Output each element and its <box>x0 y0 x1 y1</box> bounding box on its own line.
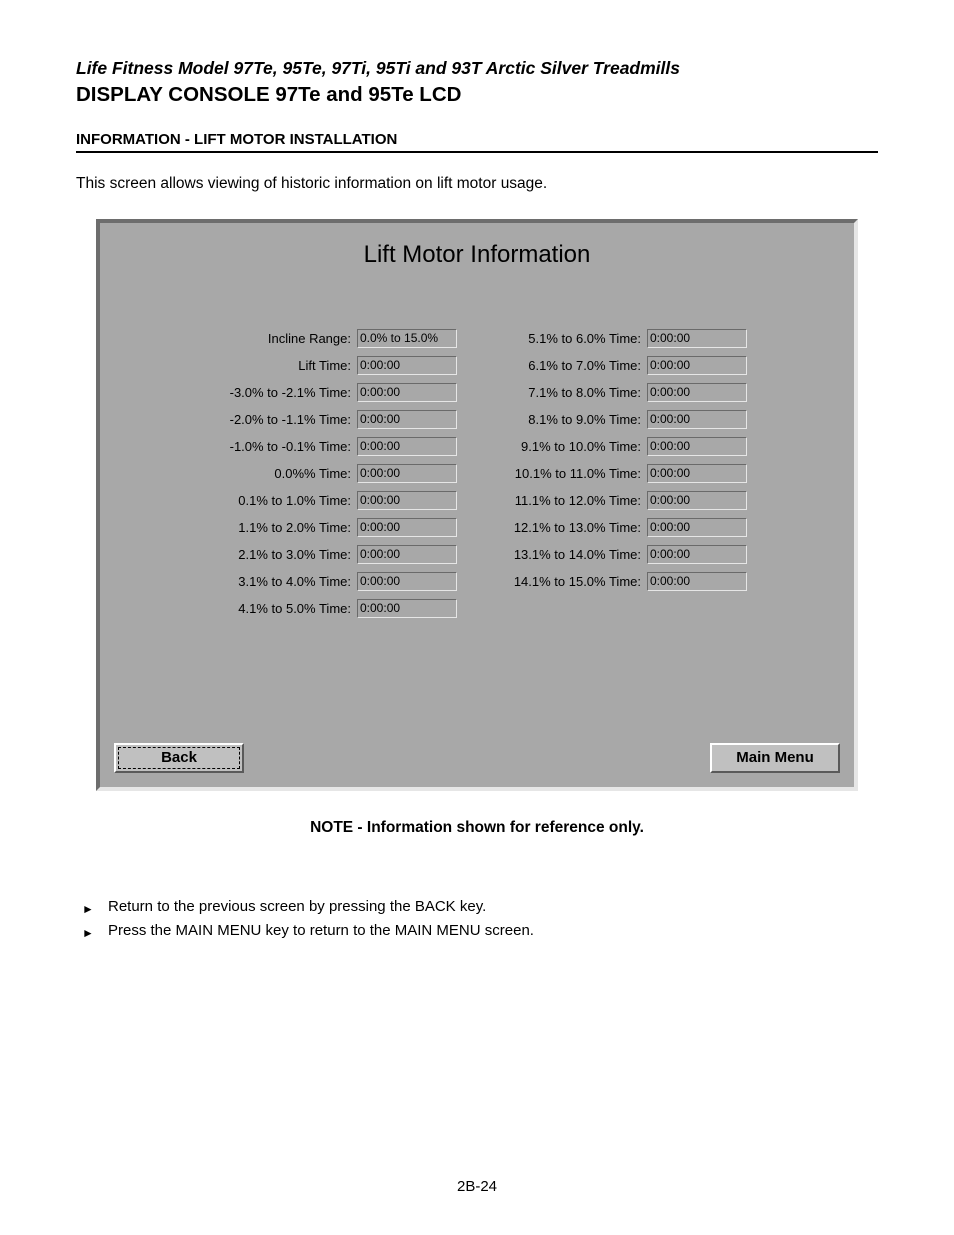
bullet-text: Return to the previous screen by pressin… <box>108 897 486 917</box>
row-label: -3.0% to -2.1% Time: <box>207 385 357 400</box>
data-row: 9.1% to 10.0% Time:0:00:00 <box>497 436 747 457</box>
data-row: 2.1% to 3.0% Time:0:00:00 <box>207 544 457 565</box>
row-value: 0:00:00 <box>647 545 747 564</box>
data-row: -3.0% to -2.1% Time:0:00:00 <box>207 382 457 403</box>
data-row: 4.1% to 5.0% Time:0:00:00 <box>207 598 457 619</box>
data-row: 5.1% to 6.0% Time:0:00:00 <box>497 328 747 349</box>
panel-title: Lift Motor Information <box>100 223 854 269</box>
data-row: Lift Time:0:00:00 <box>207 355 457 376</box>
bullet-item: ►Return to the previous screen by pressi… <box>82 897 878 919</box>
row-value: 0:00:00 <box>647 329 747 348</box>
lcd-panel: Lift Motor Information Incline Range:0.0… <box>96 219 858 791</box>
row-label: 13.1% to 14.0% Time: <box>497 547 647 562</box>
data-row: 0.0%% Time:0:00:00 <box>207 463 457 484</box>
triangle-icon: ► <box>82 921 108 943</box>
row-value: 0:00:00 <box>357 356 457 375</box>
row-value: 0:00:00 <box>357 464 457 483</box>
page-number: 2B-24 <box>0 1178 954 1195</box>
row-label: 0.0%% Time: <box>207 466 357 481</box>
right-column: 5.1% to 6.0% Time:0:00:006.1% to 7.0% Ti… <box>497 328 747 619</box>
data-row: 11.1% to 12.0% Time:0:00:00 <box>497 490 747 511</box>
row-label: 3.1% to 4.0% Time: <box>207 574 357 589</box>
row-value: 0:00:00 <box>357 572 457 591</box>
row-value: 0.0% to 15.0% <box>357 329 457 348</box>
row-label: -1.0% to -0.1% Time: <box>207 439 357 454</box>
row-value: 0:00:00 <box>357 437 457 456</box>
row-label: 14.1% to 15.0% Time: <box>497 574 647 589</box>
row-label: Lift Time: <box>207 358 357 373</box>
row-label: 2.1% to 3.0% Time: <box>207 547 357 562</box>
row-label: 11.1% to 12.0% Time: <box>497 493 647 508</box>
data-row: 1.1% to 2.0% Time:0:00:00 <box>207 517 457 538</box>
row-label: 6.1% to 7.0% Time: <box>497 358 647 373</box>
data-row: 0.1% to 1.0% Time:0:00:00 <box>207 490 457 511</box>
data-row: 10.1% to 11.0% Time:0:00:00 <box>497 463 747 484</box>
row-value: 0:00:00 <box>357 491 457 510</box>
data-row: Incline Range:0.0% to 15.0% <box>207 328 457 349</box>
data-row: 3.1% to 4.0% Time:0:00:00 <box>207 571 457 592</box>
row-value: 0:00:00 <box>357 545 457 564</box>
left-column: Incline Range:0.0% to 15.0%Lift Time:0:0… <box>207 328 457 619</box>
back-button[interactable]: Back <box>114 743 244 773</box>
note-text: NOTE - Information shown for reference o… <box>76 819 878 837</box>
bullet-item: ►Press the MAIN MENU key to return to th… <box>82 921 878 943</box>
row-label: 12.1% to 13.0% Time: <box>497 520 647 535</box>
data-row: 13.1% to 14.0% Time:0:00:00 <box>497 544 747 565</box>
data-row: -2.0% to -1.1% Time:0:00:00 <box>207 409 457 430</box>
doc-title-italic: Life Fitness Model 97Te, 95Te, 97Ti, 95T… <box>76 58 878 79</box>
row-value: 0:00:00 <box>357 599 457 618</box>
section-heading: INFORMATION - LIFT MOTOR INSTALLATION <box>76 131 878 153</box>
bullet-text: Press the MAIN MENU key to return to the… <box>108 921 534 941</box>
row-label: 4.1% to 5.0% Time: <box>207 601 357 616</box>
row-value: 0:00:00 <box>647 464 747 483</box>
row-value: 0:00:00 <box>647 383 747 402</box>
triangle-icon: ► <box>82 897 108 919</box>
row-value: 0:00:00 <box>357 518 457 537</box>
data-row: 8.1% to 9.0% Time:0:00:00 <box>497 409 747 430</box>
data-row: 14.1% to 15.0% Time:0:00:00 <box>497 571 747 592</box>
data-row: 7.1% to 8.0% Time:0:00:00 <box>497 382 747 403</box>
row-value: 0:00:00 <box>357 383 457 402</box>
row-label: -2.0% to -1.1% Time: <box>207 412 357 427</box>
row-label: 5.1% to 6.0% Time: <box>497 331 647 346</box>
data-row: 12.1% to 13.0% Time:0:00:00 <box>497 517 747 538</box>
bullet-list: ►Return to the previous screen by pressi… <box>82 897 878 943</box>
row-value: 0:00:00 <box>647 572 747 591</box>
row-value: 0:00:00 <box>647 356 747 375</box>
row-label: 0.1% to 1.0% Time: <box>207 493 357 508</box>
row-label: Incline Range: <box>207 331 357 346</box>
row-value: 0:00:00 <box>647 518 747 537</box>
main-menu-button[interactable]: Main Menu <box>710 743 840 773</box>
row-value: 0:00:00 <box>647 437 747 456</box>
row-value: 0:00:00 <box>647 491 747 510</box>
row-label: 9.1% to 10.0% Time: <box>497 439 647 454</box>
row-label: 7.1% to 8.0% Time: <box>497 385 647 400</box>
row-label: 1.1% to 2.0% Time: <box>207 520 357 535</box>
data-row: 6.1% to 7.0% Time:0:00:00 <box>497 355 747 376</box>
row-value: 0:00:00 <box>357 410 457 429</box>
row-label: 10.1% to 11.0% Time: <box>497 466 647 481</box>
doc-title-bold: DISPLAY CONSOLE 97Te and 95Te LCD <box>76 83 878 107</box>
row-label: 8.1% to 9.0% Time: <box>497 412 647 427</box>
data-row: -1.0% to -0.1% Time:0:00:00 <box>207 436 457 457</box>
intro-text: This screen allows viewing of historic i… <box>76 175 878 193</box>
row-value: 0:00:00 <box>647 410 747 429</box>
